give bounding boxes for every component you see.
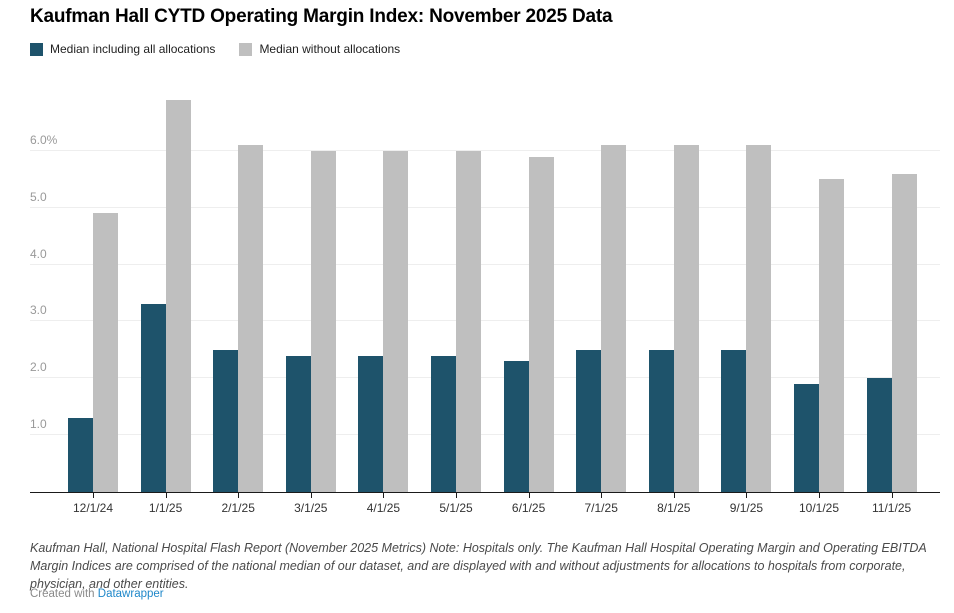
bar-without-allocations — [165, 99, 191, 492]
x-axis-tick — [165, 493, 167, 498]
legend-label: Median including all allocations — [50, 42, 216, 56]
y-axis-tick-label: 3.0 — [30, 303, 47, 318]
x-axis-tick — [456, 493, 457, 498]
legend-swatch-dark-icon — [30, 42, 43, 56]
source-note: Kaufman Hall, National Hospital Flash Re… — [30, 541, 927, 591]
bar-with-allocations — [213, 349, 239, 492]
y-axis-tick-label: 5.0 — [30, 189, 47, 204]
credit-prefix: Created with — [30, 588, 98, 600]
bar-with-allocations — [285, 355, 311, 492]
x-axis-tick-label: 1/1/25 — [148, 501, 183, 515]
bar-with-allocations — [866, 378, 892, 492]
bar-without-allocations — [601, 145, 627, 492]
y-gridline — [30, 149, 940, 151]
bar-with-allocations — [794, 383, 819, 492]
x-axis-tick-label: 11/1/25 — [872, 501, 912, 515]
x-axis-tick-label: 3/1/25 — [294, 501, 328, 515]
x-axis-tick-label: 7/1/25 — [584, 501, 618, 515]
x-axis-tick-label: 10/1/25 — [798, 501, 840, 515]
y-gridline — [30, 434, 940, 436]
x-axis-tick — [93, 493, 94, 498]
legend-label: Median without allocations — [259, 42, 401, 56]
bar-with-allocations — [140, 304, 166, 492]
y-gridline — [30, 320, 940, 322]
x-axis-tick-label: 5/1/25 — [439, 501, 473, 515]
legend-swatch-gray-icon — [239, 42, 253, 56]
bar-without-allocations — [93, 213, 118, 492]
bar-with-allocations — [503, 361, 529, 492]
bar-with-allocations — [358, 355, 384, 492]
chart-legend: Median including all allocations Median … — [30, 42, 400, 56]
x-axis-tick — [238, 493, 240, 498]
bar-without-allocations — [383, 150, 409, 492]
y-gridline — [30, 377, 940, 379]
y-gridline — [30, 263, 940, 265]
bar-with-allocations — [68, 418, 93, 492]
x-axis-tick-label: 8/1/25 — [657, 501, 691, 515]
bar-with-allocations — [576, 349, 602, 492]
x-axis-tick-label: 9/1/25 — [729, 501, 764, 515]
credit-line: Created with Datawrapper — [30, 588, 164, 600]
x-axis-tick — [891, 493, 893, 498]
datawrapper-link[interactable]: Datawrapper — [97, 588, 164, 600]
y-axis-tick-label: 4.0 — [30, 246, 47, 261]
bar-without-allocations — [746, 145, 772, 492]
x-axis-tick — [819, 493, 820, 498]
x-axis-tick — [673, 493, 675, 498]
bar-without-allocations — [891, 173, 917, 492]
x-axis-tick — [383, 493, 385, 498]
bar-without-allocations — [456, 150, 481, 492]
y-axis-tick-label: 2.0 — [30, 360, 47, 375]
chart-title: Kaufman Hall CYTD Operating Margin Index… — [30, 6, 613, 27]
x-axis-tick — [528, 493, 530, 498]
x-axis-tick-label: 2/1/25 — [221, 501, 255, 515]
bar-with-allocations — [431, 355, 456, 492]
bar-without-allocations — [238, 145, 264, 492]
y-gridline — [30, 206, 940, 208]
bar-chart-plot-area: 1.0 2.0 3.0 4.0 5.0 6.0% 12/1/24 1/1/25 2/1/25 3/… — [30, 94, 940, 515]
y-axis-tick-label: 6.0% — [30, 132, 58, 147]
bar-with-allocations — [721, 349, 747, 492]
x-axis-tick-label: 4/1/25 — [366, 501, 401, 515]
bar-without-allocations — [673, 145, 699, 492]
legend-item-with-allocations: Median including all allocations — [30, 42, 215, 56]
x-axis-tick-label: 6/1/25 — [511, 501, 546, 515]
bar-without-allocations — [310, 150, 336, 492]
bar-with-allocations — [648, 349, 674, 492]
x-axis-tick — [601, 493, 603, 498]
y-axis-tick-label: 1.0 — [30, 417, 47, 432]
bar-without-allocations — [528, 156, 554, 492]
legend-item-without-allocations: Median without allocations — [239, 42, 400, 56]
x-axis-tick — [746, 493, 748, 498]
x-axis-tick-label: 12/1/24 — [72, 501, 114, 515]
x-axis-tick — [310, 493, 312, 498]
bar-without-allocations — [819, 179, 844, 492]
